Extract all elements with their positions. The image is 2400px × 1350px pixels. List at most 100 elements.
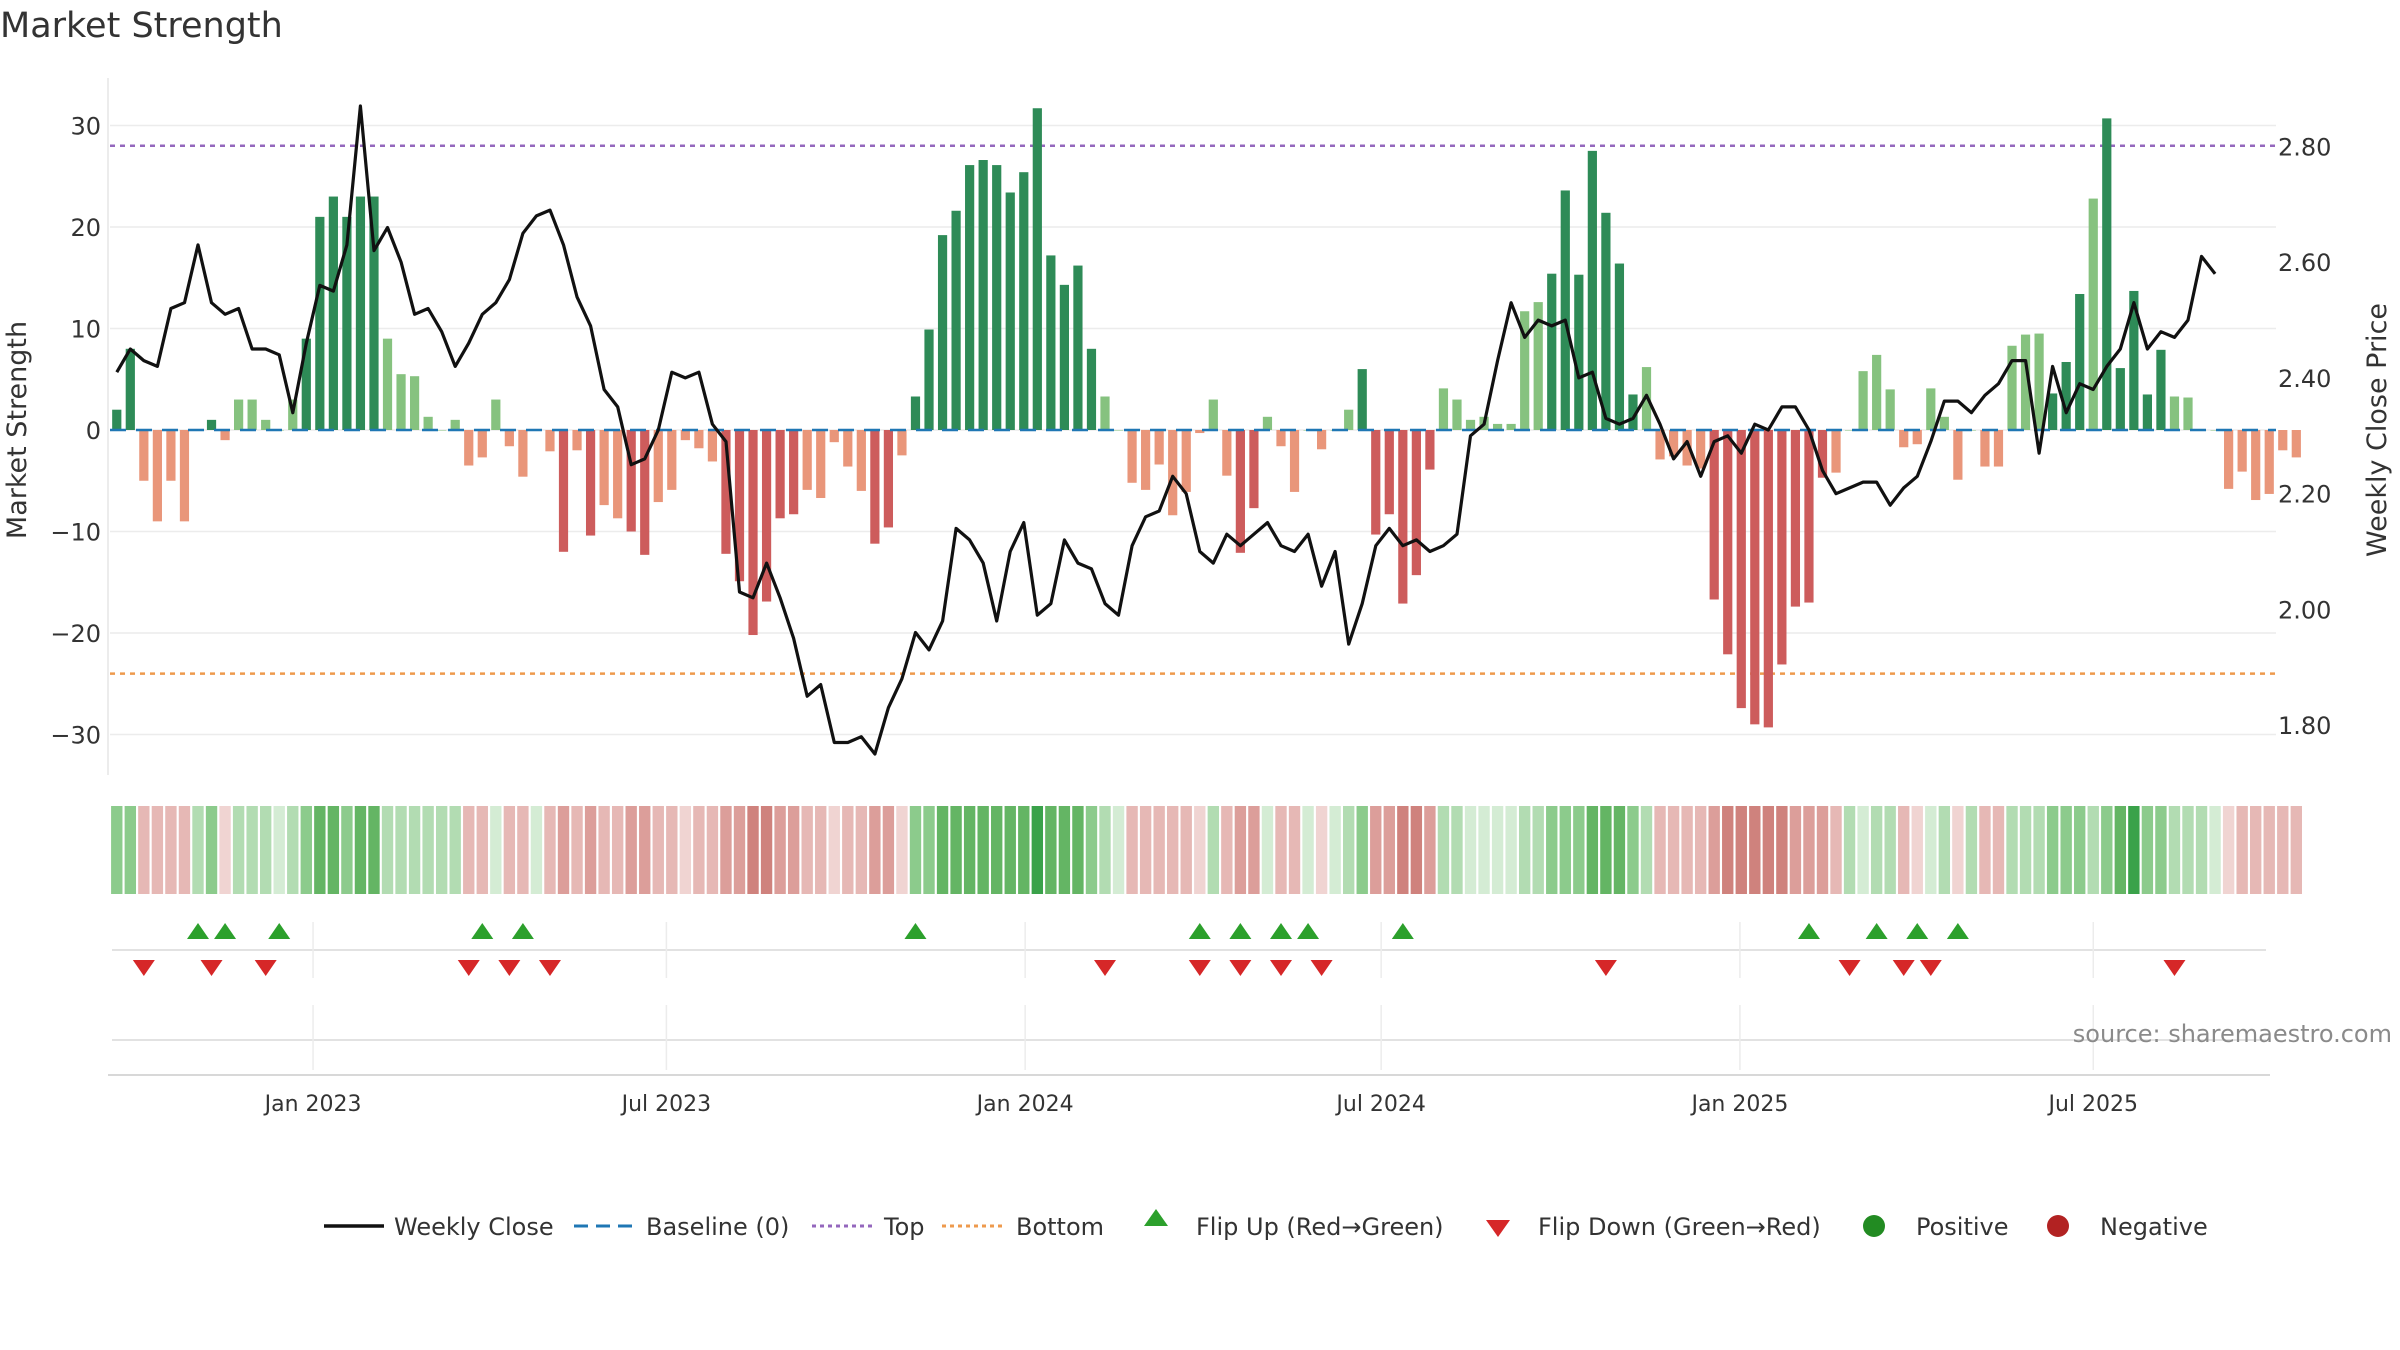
- strip-cell: [1451, 806, 1463, 894]
- strip-cell: [2128, 806, 2140, 894]
- y-tick-label-left: −20: [50, 620, 101, 648]
- strength-bar: [761, 430, 772, 602]
- strip-cell: [368, 806, 380, 894]
- legend: Weekly Close Baseline (0) Top Bottom Fli…: [324, 1209, 2208, 1241]
- strip-cell: [1234, 806, 1247, 894]
- strip-cell: [1329, 806, 1341, 894]
- strength-bar: [301, 338, 311, 430]
- strength-bar: [2129, 290, 2139, 430]
- strength-bar: [1168, 430, 1178, 516]
- strength-bar: [1804, 430, 1814, 603]
- strength-bar: [1317, 430, 1327, 450]
- strength-bar: [910, 396, 921, 430]
- strip-cell: [490, 806, 502, 894]
- strip-cell: [1681, 806, 1693, 894]
- strip-cell: [625, 806, 637, 894]
- strip-cell: [1370, 806, 1382, 894]
- strip-cell: [1288, 806, 1301, 894]
- legend-flip-down-label: Flip Down (Green→Red): [1538, 1213, 1821, 1241]
- flip-down-marker: [457, 960, 480, 976]
- flip-up-marker: [471, 923, 494, 939]
- strength-bar: [775, 430, 785, 519]
- y-tick-label-right: 2.00: [2278, 596, 2331, 624]
- strength-bar: [355, 196, 366, 430]
- strength-bar: [2142, 394, 2152, 430]
- strip-cell: [896, 806, 908, 894]
- strip-cell: [733, 806, 746, 894]
- strip-cell: [652, 806, 664, 894]
- strip-cell: [476, 806, 488, 894]
- strip-cell: [408, 806, 421, 894]
- strength-bar: [599, 430, 609, 506]
- strength-bar: [1384, 430, 1394, 515]
- strip-cell: [1356, 806, 1368, 894]
- strip-cell: [1925, 806, 1937, 894]
- legend-negative: Negative: [2047, 1213, 2208, 1241]
- strip-cell: [205, 806, 218, 894]
- flip-up-marker: [511, 923, 534, 939]
- strip-cell: [1180, 806, 1192, 894]
- strength-bar: [789, 430, 799, 515]
- strength-bar: [1425, 430, 1435, 470]
- strip-cell: [991, 806, 1003, 894]
- strip-cell: [354, 806, 367, 894]
- strip-cell: [1437, 806, 1450, 894]
- strength-bar: [518, 430, 528, 477]
- strength-bar: [1858, 371, 1868, 430]
- strength-bar: [965, 165, 975, 430]
- strength-bar: [206, 419, 217, 430]
- strength-bar: [572, 430, 582, 451]
- strip-cell: [1613, 806, 1626, 894]
- strip-cell: [1167, 806, 1179, 894]
- legend-bottom-label: Bottom: [1016, 1213, 1104, 1241]
- strip-cell: [1275, 806, 1287, 894]
- flip-down-marker: [1594, 960, 1617, 976]
- strength-bar: [1926, 388, 1936, 430]
- strip-cell: [1315, 806, 1328, 894]
- strength-bar: [924, 329, 934, 430]
- strength-bar: [1127, 430, 1137, 483]
- flip-down-marker: [1892, 960, 1915, 976]
- strength-bar: [1235, 430, 1245, 553]
- strength-bar: [234, 399, 244, 430]
- legend-weekly-close-label: Weekly Close: [394, 1213, 554, 1241]
- strength-bar: [382, 338, 393, 430]
- strip-cell: [246, 806, 258, 894]
- flip-down-marker: [2163, 960, 2186, 976]
- strength-bar: [1059, 284, 1069, 430]
- strength-bar: [2237, 430, 2247, 472]
- strength-bar: [1574, 274, 1584, 430]
- strength-bar: [721, 430, 731, 554]
- strip-cell: [1194, 806, 1206, 894]
- strip-cell: [1952, 806, 1964, 894]
- strip-cell: [300, 806, 312, 894]
- strip-cell: [1058, 806, 1071, 894]
- strength-bar: [220, 430, 230, 441]
- strip-cell: [693, 806, 705, 894]
- strip-cell: [1478, 806, 1490, 894]
- strength-bar: [179, 430, 190, 522]
- strip-cell: [774, 806, 786, 894]
- strength-bar: [2048, 393, 2058, 430]
- strength-bar: [409, 376, 420, 430]
- strength-bar: [1438, 388, 1449, 430]
- flip-up-marker: [1946, 923, 1969, 939]
- strength-bar: [2115, 368, 2125, 430]
- strip-cell: [178, 806, 191, 894]
- strip-cell: [679, 806, 692, 894]
- strip-cell: [1789, 806, 1802, 894]
- flip-up-marker: [1188, 923, 1211, 939]
- y-tick-label-left: 0: [86, 417, 101, 445]
- strength-bar: [125, 348, 135, 430]
- strength-bar: [1208, 399, 1218, 430]
- strength-bar: [328, 196, 338, 430]
- strength-bar: [2156, 349, 2166, 430]
- strip-cell: [1965, 806, 1978, 894]
- legend-positive-icon: [1863, 1215, 1885, 1237]
- strip-cell: [2222, 806, 2235, 894]
- strength-bar: [2251, 430, 2261, 501]
- strip-cell: [1464, 806, 1477, 894]
- strip-cell: [2101, 806, 2113, 894]
- strip-cell: [2168, 806, 2181, 894]
- x-tick-label: Jul 2025: [2046, 1092, 2138, 1117]
